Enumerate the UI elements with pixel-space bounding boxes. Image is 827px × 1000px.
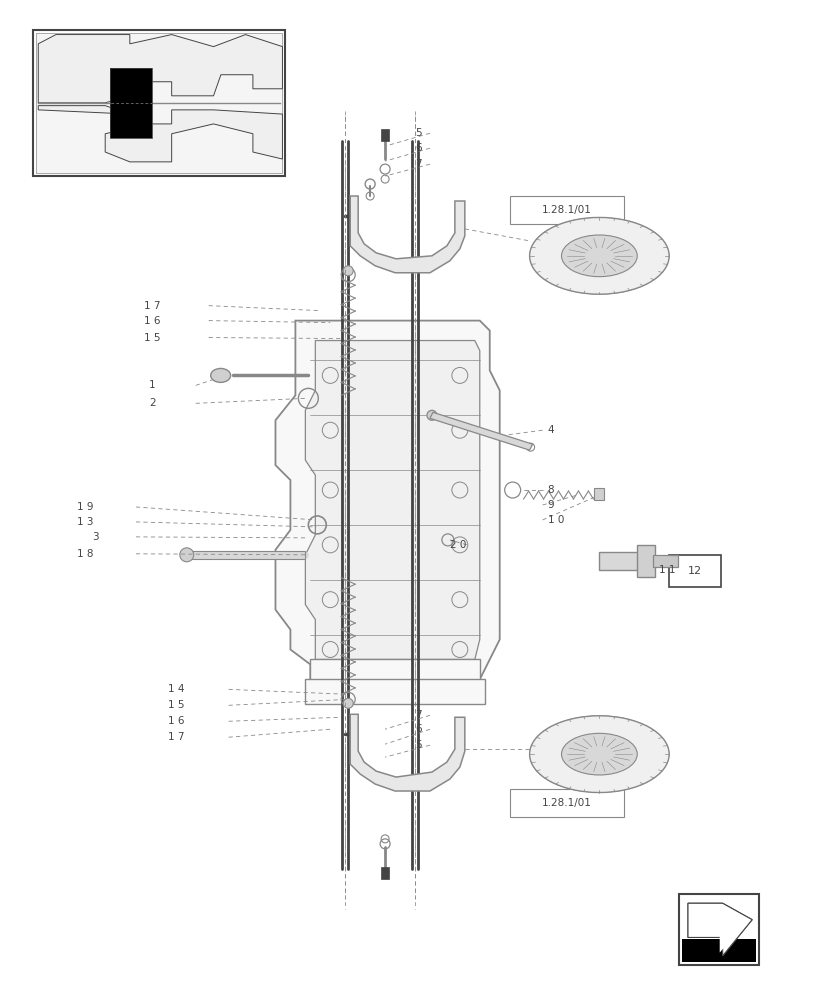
Text: 1 1: 1 1 bbox=[658, 565, 675, 575]
Polygon shape bbox=[690, 906, 748, 953]
Polygon shape bbox=[350, 196, 464, 273]
Ellipse shape bbox=[210, 368, 231, 382]
Text: 1 0: 1 0 bbox=[547, 515, 563, 525]
Text: 4: 4 bbox=[547, 425, 553, 435]
Text: 1 6: 1 6 bbox=[168, 716, 184, 726]
Polygon shape bbox=[350, 714, 464, 791]
Text: 1 9: 1 9 bbox=[76, 502, 93, 512]
Text: 9: 9 bbox=[547, 500, 553, 510]
Ellipse shape bbox=[561, 235, 637, 277]
Text: 7: 7 bbox=[414, 710, 421, 720]
Polygon shape bbox=[38, 106, 282, 162]
Bar bbox=[36, 33, 282, 173]
Bar bbox=[637, 545, 654, 577]
Text: 5: 5 bbox=[414, 740, 421, 750]
Polygon shape bbox=[275, 321, 500, 679]
Bar bbox=[668, 555, 720, 587]
Bar bbox=[678, 894, 758, 965]
Text: 1 5: 1 5 bbox=[144, 333, 160, 343]
Bar bbox=[33, 30, 285, 176]
Bar bbox=[653, 555, 677, 567]
Text: 1 3: 1 3 bbox=[76, 517, 93, 527]
Bar bbox=[110, 68, 152, 138]
Bar bbox=[110, 68, 152, 138]
Circle shape bbox=[504, 482, 520, 498]
Circle shape bbox=[179, 548, 194, 562]
Bar bbox=[509, 196, 624, 224]
Text: 1.28.1/01: 1.28.1/01 bbox=[542, 205, 591, 215]
Text: 2: 2 bbox=[149, 398, 155, 408]
Circle shape bbox=[343, 266, 353, 276]
Bar bbox=[509, 789, 624, 817]
Text: 3: 3 bbox=[93, 532, 99, 542]
Bar bbox=[681, 939, 755, 962]
Polygon shape bbox=[687, 903, 751, 956]
Text: 5: 5 bbox=[414, 128, 421, 138]
Text: 7: 7 bbox=[414, 159, 421, 169]
Ellipse shape bbox=[561, 733, 637, 775]
Text: 1 5: 1 5 bbox=[168, 700, 184, 710]
Text: 6: 6 bbox=[414, 143, 421, 153]
Text: 1 6: 1 6 bbox=[144, 316, 160, 326]
Circle shape bbox=[343, 698, 353, 708]
Bar bbox=[599, 552, 638, 570]
Polygon shape bbox=[38, 35, 282, 103]
Text: 1.28.1/01: 1.28.1/01 bbox=[542, 798, 591, 808]
Ellipse shape bbox=[529, 217, 668, 294]
Polygon shape bbox=[429, 412, 532, 450]
Text: 1 7: 1 7 bbox=[144, 301, 160, 311]
Polygon shape bbox=[305, 341, 479, 659]
Polygon shape bbox=[687, 903, 751, 956]
Bar bbox=[305, 679, 484, 704]
Ellipse shape bbox=[529, 716, 668, 793]
Bar bbox=[185, 551, 305, 559]
Text: 12: 12 bbox=[687, 566, 701, 576]
Text: 1 4: 1 4 bbox=[168, 684, 184, 694]
Text: 1 7: 1 7 bbox=[168, 732, 184, 742]
Bar bbox=[310, 659, 479, 689]
Bar bbox=[380, 129, 389, 141]
Bar bbox=[594, 488, 604, 500]
Text: 1: 1 bbox=[149, 380, 155, 390]
Text: 8: 8 bbox=[547, 485, 553, 495]
Circle shape bbox=[427, 410, 437, 420]
Bar bbox=[380, 867, 389, 879]
Text: 2 0: 2 0 bbox=[449, 540, 466, 550]
Text: 1 8: 1 8 bbox=[76, 549, 93, 559]
Text: 6: 6 bbox=[414, 724, 421, 734]
